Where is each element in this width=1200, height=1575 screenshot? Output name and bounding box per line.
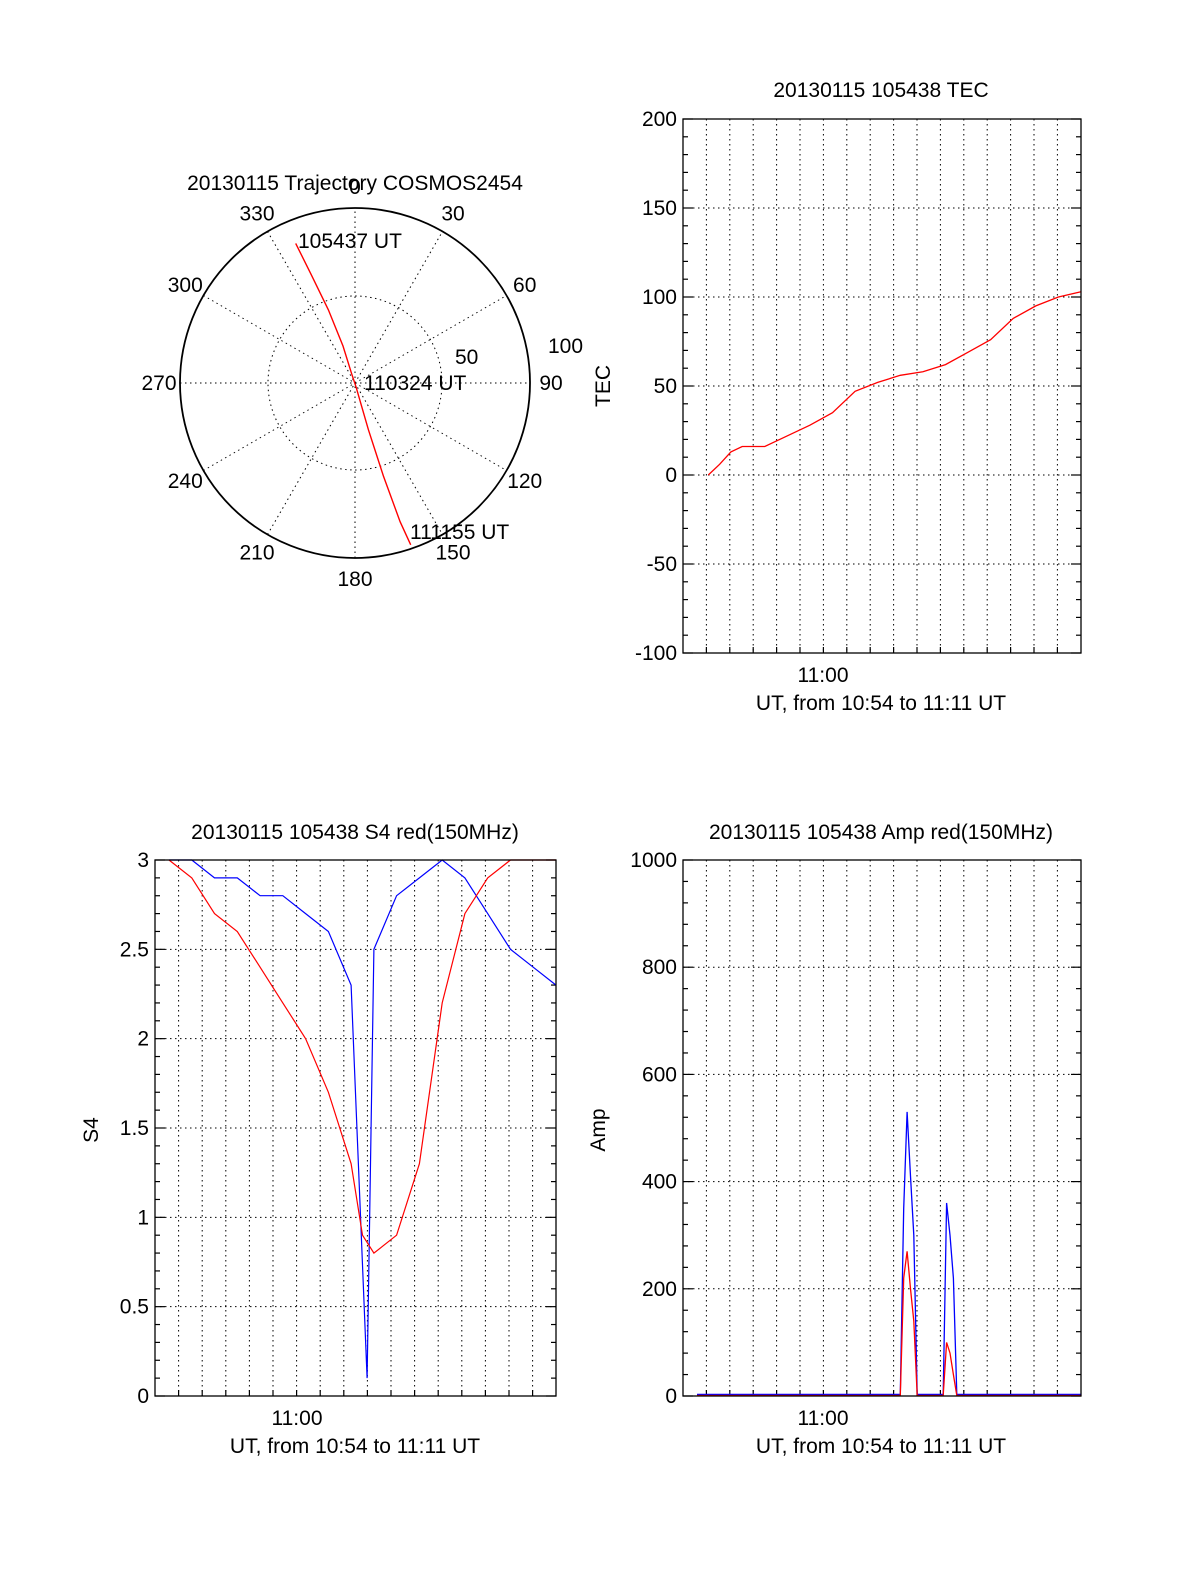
- amp-y-tick-label: 400: [642, 1171, 677, 1194]
- tec-title: 20130115 105438 TEC: [773, 79, 988, 102]
- amp-ticks: [683, 859, 1081, 1397]
- s4-y-tick-label: 1.5: [120, 1117, 149, 1140]
- tec-plot: 20130115 105438 TEC 200150100500-50-100 …: [592, 79, 1082, 715]
- tec-y-tick-labels: 200 150 100 50 0 -50 -100: [635, 108, 677, 665]
- tec-y-tick-label: -50: [647, 553, 677, 576]
- s4-y-tick-label: 2: [137, 1028, 149, 1051]
- polar-azimuth-label: 210: [239, 542, 274, 565]
- amp-y-tick-label: 0: [665, 1385, 677, 1408]
- s4-y-axis-label: S4: [80, 1117, 103, 1143]
- s4-grid: [155, 860, 556, 1396]
- polar-annotation-start: 105437 UT: [298, 230, 402, 253]
- polar-azimuth-label: 240: [168, 470, 203, 493]
- amp-y-tick-label: 800: [642, 956, 677, 979]
- polar-azimuth-label: 0: [349, 176, 361, 199]
- amp-y-axis-label: Amp: [587, 1108, 610, 1151]
- amp-series-red: [697, 1251, 1081, 1397]
- polar-annotation-end: 111155 UT: [410, 521, 509, 544]
- polar-ring-label-100: 100: [548, 335, 583, 358]
- tec-y-tick-label: -100: [635, 642, 677, 665]
- amp-title: 20130115 105438 Amp red(150MHz): [709, 821, 1053, 844]
- tec-grid: [683, 119, 1081, 653]
- tec-y-tick-label: 200: [642, 108, 677, 131]
- amp-series-blue: [697, 1111, 1081, 1396]
- tec-y-axis-label: TEC: [592, 365, 615, 407]
- polar-ring-label-50: 50: [455, 346, 478, 369]
- polar-azimuth-labels: 0 30 60 90 120 150 180 210 240 270 300 330: [141, 176, 562, 591]
- amp-y-tick-label: 600: [642, 1063, 677, 1086]
- tec-frame: [682, 118, 1082, 654]
- amp-x-axis-label: UT, from 10:54 to 11:11 UT: [756, 1435, 1006, 1458]
- s4-x-axis-label: UT, from 10:54 to 11:11 UT: [230, 1435, 480, 1458]
- polar-azimuth-label: 60: [513, 274, 536, 297]
- s4-series-blue: [169, 859, 557, 1379]
- amp-y-tick-label: 1000: [630, 849, 677, 872]
- polar-azimuth-label: 120: [507, 470, 542, 493]
- s4-y-tick-labels: 3 2.5 2 1.5 1 0.5 0: [120, 849, 149, 1408]
- polar-azimuth-label: 90: [539, 372, 562, 395]
- polar-azimuth-label: 270: [141, 372, 176, 395]
- amp-y-tick-labels: 1000 800 600 400 200 0: [630, 849, 677, 1408]
- polar-title: 20130115 Trajectory COSMOS2454: [187, 172, 523, 195]
- tec-y-tick-label: 50: [654, 375, 677, 398]
- s4-plot: 20130115 105438 S4 red(150MHz) 3 2.5 2 1.5 1…: [80, 821, 557, 1458]
- tec-y-tick-label: 150: [642, 197, 677, 220]
- tec-x-axis-label: UT, from 10:54 to 11:11 UT: [756, 692, 1006, 715]
- polar-ring-50: [267, 295, 443, 471]
- amp-y-tick-label: 200: [642, 1278, 677, 1301]
- s4-y-tick-label: 1: [137, 1206, 149, 1229]
- s4-y-tick-label: 0: [137, 1385, 149, 1408]
- polar-azimuth-label: 30: [441, 202, 464, 225]
- s4-y-tick-label: 0.5: [120, 1296, 149, 1319]
- polar-azimuth-label: 330: [239, 202, 274, 225]
- tec-series-red: [707, 291, 1082, 476]
- polar-plot: 20130115 Trajectory COSMOS2454 0 30 60 90 12…: [141, 172, 583, 591]
- s4-frame: [154, 859, 557, 1397]
- polar-track-line: [295, 243, 412, 546]
- s4-x-tick-label: 11:00: [272, 1407, 323, 1430]
- s4-y-tick-label: 2.5: [120, 938, 149, 961]
- amp-frame: [682, 859, 1082, 1397]
- tec-ticks: [683, 118, 1081, 654]
- s4-y-tick-label: 3: [137, 849, 149, 872]
- polar-azimuth-label: 180: [337, 568, 372, 591]
- s4-title: 20130115 105438 S4 red(150MHz): [191, 821, 519, 844]
- polar-annotation-center: 110324 UT: [364, 372, 467, 395]
- polar-azimuth-label: 150: [435, 542, 470, 565]
- amp-plot: 20130115 105438 Amp red(150MHz) 1000 800 6…: [587, 821, 1082, 1458]
- tec-y-tick-label: 0: [665, 464, 677, 487]
- tec-x-tick-label: 11:00: [798, 664, 849, 687]
- tec-y-tick-label: 100: [642, 286, 677, 309]
- s4-series-red: [168, 859, 556, 1254]
- amp-grid: [683, 860, 1081, 1396]
- polar-azimuth-label: 300: [168, 274, 203, 297]
- amp-x-tick-label: 11:00: [798, 1407, 849, 1430]
